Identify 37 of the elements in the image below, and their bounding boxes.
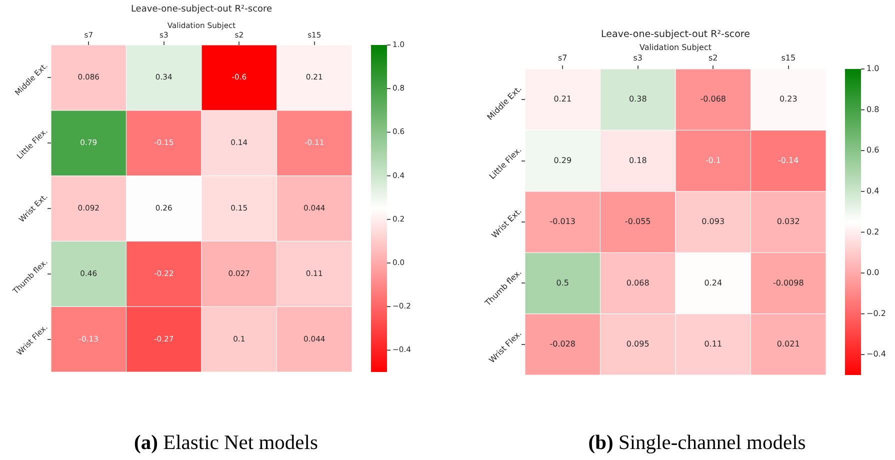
color-bar-label: 0.6 (866, 146, 880, 155)
data-label: -0.055 (624, 217, 651, 226)
data-label: 0.21 (554, 94, 572, 104)
color-bar-label: 1.0 (866, 64, 880, 74)
color-bar-label: 0.2 (866, 227, 880, 236)
data-label: 0.11 (704, 339, 722, 348)
chart-title: Leave-one-subject-out R²-score (601, 29, 750, 40)
color-bar-label: 0.0 (866, 268, 880, 278)
data-label: 0.29 (554, 156, 572, 165)
x-tick-label: s7 (558, 54, 568, 63)
chart-title: Leave-one-subject-out R²-score (130, 4, 273, 15)
color-bar-label: −0.2 (866, 308, 886, 318)
data-label: -0.0098 (772, 278, 804, 288)
data-label: -0.14 (778, 156, 799, 165)
x-axis-title: Validation Subject (640, 43, 712, 52)
data-label: -0.013 (550, 217, 576, 226)
data-label: 0.068 (626, 278, 650, 288)
data-label: -0.028 (550, 339, 576, 348)
data-label: 0.093 (702, 217, 725, 226)
x-tick-label: s3 (633, 54, 643, 63)
text: (b) Single-channel models (588, 431, 806, 455)
data-label: 0.032 (776, 217, 800, 226)
color-bar-label: −0.4 (866, 350, 886, 359)
data-label: 0.24 (704, 278, 722, 288)
x-tick-label: s2 (708, 54, 718, 63)
data-label: 0.5 (556, 278, 569, 288)
data-label: 0.021 (776, 339, 800, 348)
data-label: 0.38 (628, 94, 647, 104)
data-label: 0.18 (628, 156, 647, 165)
data-label: 0.23 (779, 94, 798, 104)
x-tick-label: s15 (781, 54, 796, 63)
data-label: -0.068 (700, 94, 726, 104)
color-bar-label: 0.4 (866, 186, 880, 196)
data-label: -0.1 (705, 156, 721, 165)
color-bar-label: 0.8 (866, 104, 880, 114)
text: (a) Elastic Net models (134, 431, 318, 455)
data-label: 0.095 (626, 339, 650, 348)
